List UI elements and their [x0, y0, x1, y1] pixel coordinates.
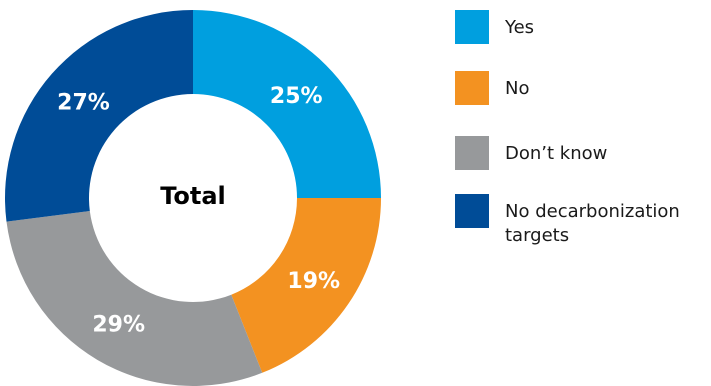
slice-value-label-no-decarbonization-targets: 27% — [57, 90, 110, 115]
donut-slice-labels: 25% 19% 29% 27% — [57, 84, 340, 338]
slice-value-label-don-t-know: 29% — [92, 313, 145, 338]
legend-label-dont-know: Don’t know — [505, 143, 608, 164]
donut-slice-don-t-know — [6, 211, 263, 386]
donut-slice-no-decarbonization-targets — [4, 10, 193, 222]
legend-label-no-decarbonization-targets: No decarbonization targets — [505, 201, 680, 246]
donut-slices — [4, 10, 381, 386]
donut-center-label: Total — [160, 182, 226, 210]
legend-swatch-no — [455, 71, 489, 105]
legend-label-yes: Yes — [505, 17, 535, 38]
donut-slice-yes — [193, 10, 381, 198]
slice-value-label-yes: 25% — [270, 84, 323, 109]
legend-swatch-no-decarbonization-targets — [455, 194, 489, 228]
legend-swatch-yes — [455, 10, 489, 44]
legend-label-no: No — [505, 78, 530, 99]
legend-swatch-dont-know — [455, 136, 489, 170]
donut-slice-no — [231, 198, 381, 373]
slice-value-label-no: 19% — [287, 269, 340, 294]
